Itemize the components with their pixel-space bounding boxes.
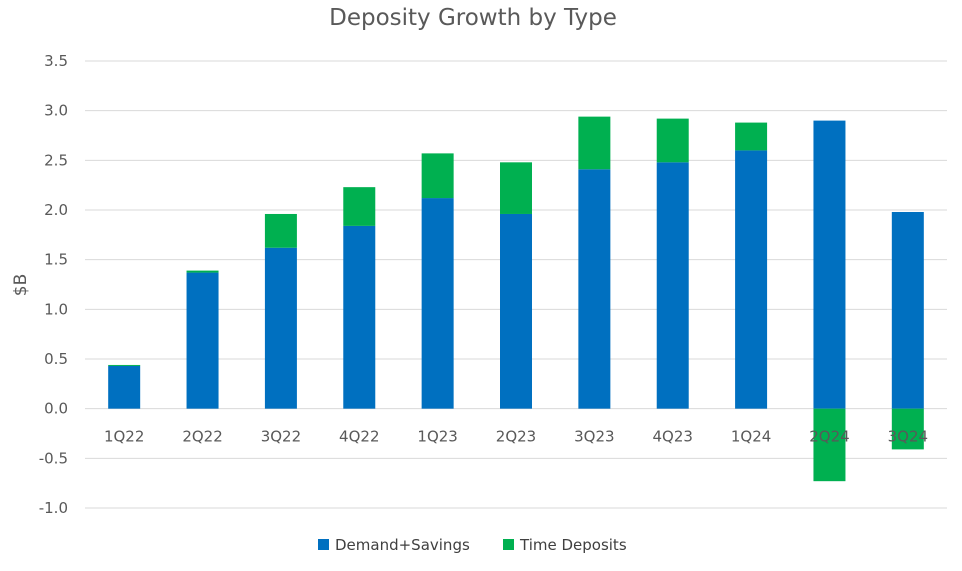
bar-demand-savings-2q23 [500, 213, 532, 409]
x-tick-label: 2Q22 [182, 428, 222, 446]
bar-time-deposits-1q24 [735, 122, 768, 151]
bar-demand-savings-3q22 [264, 247, 297, 409]
y-tick-label: 3.0 [44, 102, 68, 120]
bar-demand-savings-1q22 [108, 365, 141, 409]
y-tick-label: -1.0 [39, 499, 68, 517]
bar-demand-savings-1q23 [421, 198, 454, 409]
bar-demand-savings-2q22 [186, 272, 219, 409]
bar-time-deposits-2q23 [500, 162, 532, 214]
x-tick-label: 4Q23 [653, 428, 693, 446]
x-tick-label: 1Q22 [104, 428, 144, 446]
bars [108, 116, 924, 482]
legend: Demand+Savings Time Deposits [318, 536, 627, 554]
x-tick-label: 1Q24 [731, 428, 771, 446]
bar-demand-savings-4q22 [343, 225, 376, 409]
bar-demand-savings-2q24 [813, 120, 846, 409]
y-tick-label: 0.5 [44, 350, 68, 368]
chart-title: Deposity Growth by Type [329, 5, 617, 31]
x-tick-label: 3Q22 [261, 428, 301, 446]
bar-demand-savings-3q23 [578, 169, 611, 409]
bar-time-deposits-2q24 [813, 408, 846, 482]
bar-demand-savings-4q23 [656, 162, 689, 409]
y-axis-label: $B [11, 274, 31, 296]
bar-time-deposits-4q22 [343, 187, 376, 226]
x-tick-label: 1Q23 [417, 428, 457, 446]
bar-time-deposits-4q23 [656, 118, 689, 163]
y-tick-label: 2.0 [44, 201, 68, 219]
bar-demand-savings-3q24 [891, 211, 924, 409]
bar-time-deposits-1q22 [108, 364, 141, 366]
x-tick-labels: 1Q22 2Q22 3Q22 4Q22 1Q23 2Q23 3Q23 4Q23 1Q24 2Q24… [104, 428, 928, 446]
bar-time-deposits-3q24 [891, 408, 924, 450]
bar-demand-savings-1q24 [735, 150, 768, 409]
bar-time-deposits-3q23 [578, 116, 611, 170]
y-tick-label: 2.5 [44, 151, 68, 169]
bar-time-deposits-1q23 [421, 153, 454, 199]
x-tick-label: 2Q23 [496, 428, 536, 446]
y-tick-label: -0.5 [39, 449, 68, 467]
y-tick-label: 3.5 [44, 52, 68, 70]
y-tick-labels: 3.5 3.0 2.5 2.0 1.5 1.0 0.5 0.0 -0.5 -1.0 [39, 52, 68, 517]
x-tick-label: 4Q22 [339, 428, 379, 446]
legend-swatch [503, 539, 514, 550]
y-tick-label: 1.5 [44, 251, 68, 269]
legend-label: Demand+Savings [335, 536, 470, 554]
bar-time-deposits-3q22 [264, 213, 297, 248]
y-tick-label: 0.0 [44, 400, 68, 418]
y-tick-label: 1.0 [44, 300, 68, 318]
legend-swatch [318, 539, 329, 550]
x-tick-label: 2Q24 [809, 428, 849, 446]
x-tick-label: 3Q24 [888, 428, 928, 446]
x-tick-label: 3Q23 [574, 428, 614, 446]
legend-label: Time Deposits [519, 536, 627, 554]
bar-time-deposits-2q22 [186, 270, 219, 273]
